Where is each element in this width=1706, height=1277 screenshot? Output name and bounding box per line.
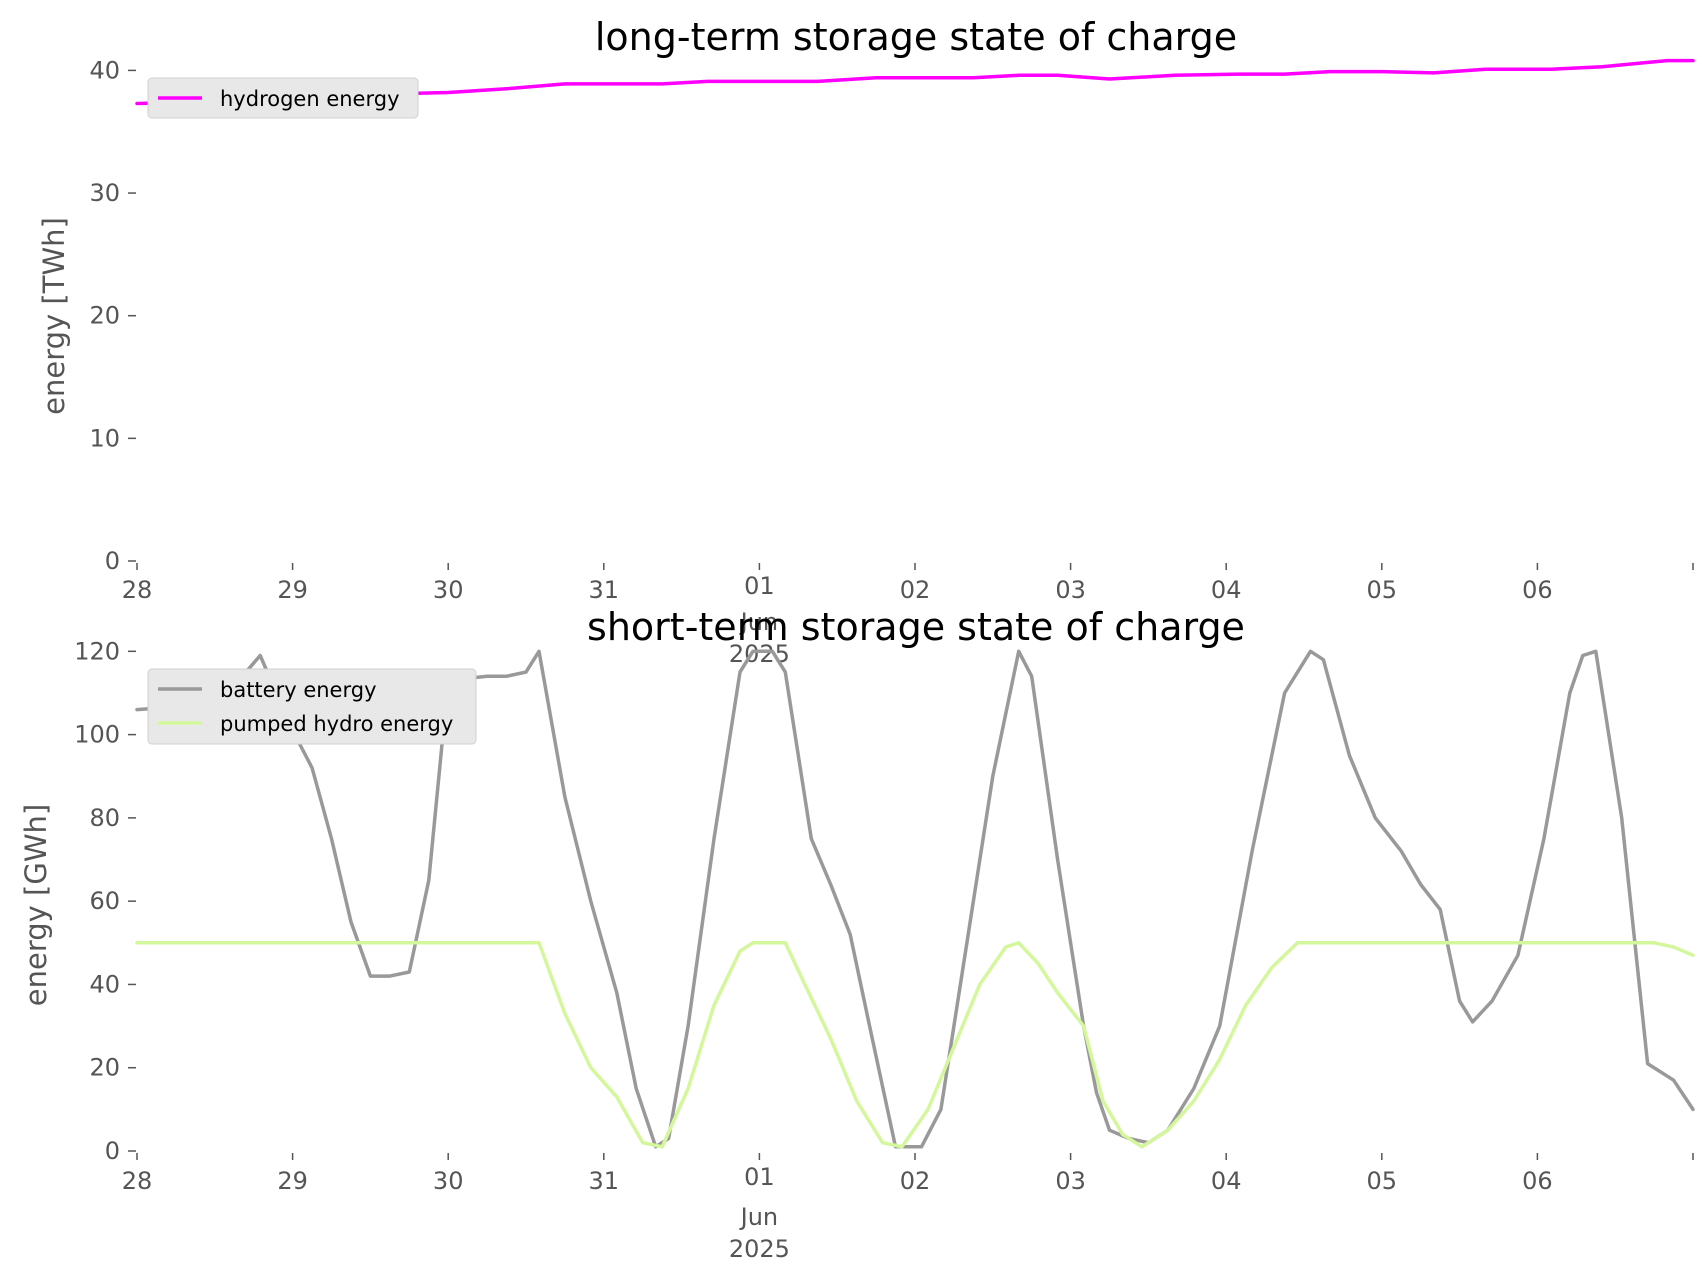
x-tick-label: 02 (900, 1167, 931, 1195)
y-tick-label: 40 (89, 56, 120, 84)
x-tick-label: 30 (433, 576, 464, 604)
x-tick-label: 30 (433, 1167, 464, 1195)
long-term-ylabel: energy [TWh] (37, 217, 71, 415)
p1-series-group (135, 649, 1695, 1149)
x-tick-sublabel: 2025 (729, 1235, 790, 1263)
x-tick-label: 28 (122, 576, 153, 604)
y-tick-label: 120 (74, 637, 120, 665)
y-tick-label: 20 (89, 302, 120, 330)
x-tick-label: 06 (1522, 1167, 1553, 1195)
x-tick-label: 05 (1367, 576, 1398, 604)
legend-label-hydrogen: hydrogen energy (220, 87, 400, 111)
x-tick-label: 04 (1211, 576, 1242, 604)
series-line-hydrogen-energy (135, 58, 1695, 106)
y-tick-label: 40 (89, 970, 120, 998)
x-tick-sublabel: Jun (739, 1203, 779, 1231)
p0-y-axis: 0 10 20 30 40 (89, 56, 136, 575)
p0-series-group (135, 58, 1695, 106)
long-term-title: long-term storage state of charge (595, 15, 1237, 59)
legend-label-pumped-hydro: pumped hydro energy (220, 712, 453, 736)
short-term-title: short-term storage state of charge (587, 605, 1245, 649)
x-tick-label: 29 (277, 1167, 308, 1195)
y-tick-label: 80 (89, 804, 120, 832)
series-line-pumped-hydro-energy (135, 941, 1695, 1149)
x-tick-label: 06 (1522, 576, 1553, 604)
y-tick-label: 30 (89, 179, 120, 207)
short-term-ylabel: energy [GWh] (19, 804, 53, 1006)
short-term-legend-box (147, 668, 477, 745)
y-tick-label: 10 (89, 424, 120, 452)
y-tick-label: 0 (105, 547, 120, 575)
x-tick-label: 29 (277, 576, 308, 604)
y-tick-label: 100 (74, 721, 120, 749)
x-tick-sublabel: Jun (739, 608, 779, 636)
x-tick-label: 03 (1055, 1167, 1086, 1195)
x-tick-label: 03 (1055, 576, 1086, 604)
series-line-battery-energy (135, 649, 1695, 1149)
y-tick-label: 20 (89, 1054, 120, 1082)
x-tick-label: 04 (1211, 1167, 1242, 1195)
short-term-panel: short-term storage state of charge energ… (19, 605, 1695, 1263)
long-term-legend-box (147, 77, 419, 119)
x-tick-label: 02 (900, 576, 931, 604)
short-term-legend: battery energy pumped hydro energy (147, 668, 477, 745)
x-tick-label: 01 (744, 1163, 775, 1191)
y-tick-label: 0 (105, 1137, 120, 1165)
p1-x-axis: 28 29 30 31 01 Jun 2025 02 03 04 05 06 (122, 1153, 1694, 1263)
x-tick-label: 05 (1367, 1167, 1398, 1195)
x-tick-label: 31 (589, 1167, 620, 1195)
long-term-legend: hydrogen energy (147, 77, 419, 119)
x-tick-label: 28 (122, 1167, 153, 1195)
x-tick-label: 01 (744, 572, 775, 600)
p1-y-axis: 0 20 40 60 80 100 120 (74, 637, 136, 1165)
x-tick-label: 31 (589, 576, 620, 604)
legend-label-battery: battery energy (220, 678, 377, 702)
long-term-panel: long-term storage state of charge energy… (37, 15, 1695, 668)
y-tick-label: 60 (89, 887, 120, 915)
